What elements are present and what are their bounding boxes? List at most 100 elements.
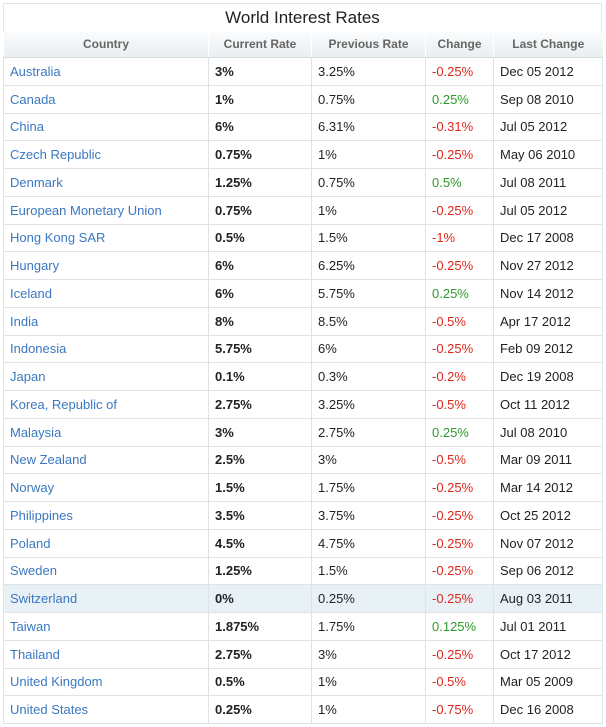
rate-change: 0.5% (425, 168, 494, 197)
rate-change: 0.25% (425, 84, 494, 114)
country-link[interactable]: Australia (3, 57, 209, 86)
country-link[interactable]: Hungary (3, 251, 209, 280)
country-link[interactable]: Canada (3, 84, 209, 114)
last-change-date: Nov 14 2012 (493, 279, 603, 308)
table-row: New Zealand 2.5% 3% -0.5% Mar 09 2011 (3, 445, 603, 475)
country-link[interactable]: Hong Kong SAR (3, 223, 209, 253)
current-rate: 1% (208, 84, 312, 114)
previous-rate: 1.75% (311, 612, 426, 641)
column-header: Country (3, 31, 209, 58)
country-link[interactable]: United States (3, 695, 209, 724)
previous-rate: 0.3% (311, 362, 426, 391)
rate-change: -0.25% (425, 639, 494, 669)
current-rate: 1.25% (208, 168, 312, 197)
current-rate: 6% (208, 251, 312, 280)
previous-rate: 6.31% (311, 112, 426, 142)
last-change-date: Dec 17 2008 (493, 223, 603, 253)
current-rate: 8% (208, 306, 312, 336)
country-link[interactable]: Thailand (3, 639, 209, 669)
rate-change: 0.25% (425, 417, 494, 447)
current-rate: 0.75% (208, 195, 312, 225)
rate-change: -0.31% (425, 112, 494, 142)
last-change-date: Nov 07 2012 (493, 528, 603, 558)
table-body: Australia 3% 3.25% -0.25% Dec 05 2012 Canada 1… (3, 57, 603, 724)
last-change-date: Oct 25 2012 (493, 501, 603, 530)
table-row: Canada 1% 0.75% 0.25% Sep 08 2010 (3, 84, 603, 114)
country-link[interactable]: European Monetary Union (3, 195, 209, 225)
country-link[interactable]: Indonesia (3, 334, 209, 364)
country-link[interactable]: Philippines (3, 501, 209, 530)
rate-change: -0.25% (425, 334, 494, 364)
previous-rate: 3% (311, 639, 426, 669)
last-change-date: Mar 09 2011 (493, 445, 603, 475)
previous-rate: 8.5% (311, 306, 426, 336)
column-header: Current Rate (208, 31, 312, 58)
rate-change: 0.25% (425, 279, 494, 308)
table-row: Thailand 2.75% 3% -0.25% Oct 17 2012 (3, 639, 603, 669)
table-row: United States 0.25% 1% -0.75% Dec 16 2008 (3, 695, 603, 724)
country-link[interactable]: Switzerland (3, 584, 209, 613)
country-link[interactable]: Malaysia (3, 417, 209, 447)
last-change-date: Dec 05 2012 (493, 57, 603, 86)
previous-rate: 5.75% (311, 279, 426, 308)
country-link[interactable]: New Zealand (3, 445, 209, 475)
previous-rate: 0.75% (311, 168, 426, 197)
country-link[interactable]: Iceland (3, 279, 209, 308)
rate-change: -0.5% (425, 390, 494, 419)
table-row: Australia 3% 3.25% -0.25% Dec 05 2012 (3, 57, 603, 86)
country-link[interactable]: Denmark (3, 168, 209, 197)
country-link[interactable]: Poland (3, 528, 209, 558)
previous-rate: 1% (311, 140, 426, 169)
current-rate: 2.75% (208, 390, 312, 419)
rates-table: Country Current Rate Previous Rate Change La… (3, 31, 603, 724)
country-link[interactable]: India (3, 306, 209, 336)
previous-rate: 3.75% (311, 501, 426, 530)
table-row: China 6% 6.31% -0.31% Jul 05 2012 (3, 112, 603, 142)
last-change-date: Jul 05 2012 (493, 112, 603, 142)
last-change-date: Jul 08 2011 (493, 168, 603, 197)
table-row: Philippines 3.5% 3.75% -0.25% Oct 25 2012 (3, 501, 603, 530)
table-row: European Monetary Union 0.75% 1% -0.25% Jul … (3, 195, 603, 225)
country-link[interactable]: Norway (3, 473, 209, 502)
last-change-date: Jul 05 2012 (493, 195, 603, 225)
current-rate: 2.75% (208, 639, 312, 669)
table-row: Denmark 1.25% 0.75% 0.5% Jul 08 2011 (3, 168, 603, 197)
last-change-date: Sep 06 2012 (493, 556, 603, 586)
last-change-date: Apr 17 2012 (493, 306, 603, 336)
previous-rate: 1.5% (311, 223, 426, 253)
country-link[interactable]: Korea, Republic of (3, 390, 209, 419)
country-link[interactable]: Japan (3, 362, 209, 391)
rate-change: -0.25% (425, 528, 494, 558)
rate-change: -0.25% (425, 584, 494, 613)
country-link[interactable]: Czech Republic (3, 140, 209, 169)
current-rate: 1.875% (208, 612, 312, 641)
column-header: Last Change (493, 31, 603, 58)
last-change-date: Feb 09 2012 (493, 334, 603, 364)
table-row: Korea, Republic of 2.75% 3.25% -0.5% Oct 11 … (3, 390, 603, 419)
rates-widget: World Interest Rates Country Current Rate… (3, 3, 603, 724)
rate-change: -0.5% (425, 445, 494, 475)
current-rate: 1.25% (208, 556, 312, 586)
previous-rate: 1% (311, 695, 426, 724)
table-row: India 8% 8.5% -0.5% Apr 17 2012 (3, 306, 603, 336)
last-change-date: Dec 16 2008 (493, 695, 603, 724)
table-row: United Kingdom 0.5% 1% -0.5% Mar 05 2009 (3, 667, 603, 697)
table-row: Iceland 6% 5.75% 0.25% Nov 14 2012 (3, 279, 603, 308)
rate-change: 0.125% (425, 612, 494, 641)
country-link[interactable]: Sweden (3, 556, 209, 586)
previous-rate: 1.75% (311, 473, 426, 502)
previous-rate: 0.25% (311, 584, 426, 613)
rate-change: -0.25% (425, 195, 494, 225)
rate-change: -0.5% (425, 306, 494, 336)
previous-rate: 4.75% (311, 528, 426, 558)
country-link[interactable]: Taiwan (3, 612, 209, 641)
table-row: Norway 1.5% 1.75% -0.25% Mar 14 2012 (3, 473, 603, 502)
rate-change: -0.25% (425, 556, 494, 586)
table-row: Malaysia 3% 2.75% 0.25% Jul 08 2010 (3, 417, 603, 447)
rate-change: -0.25% (425, 473, 494, 502)
country-link[interactable]: United Kingdom (3, 667, 209, 697)
country-link[interactable]: China (3, 112, 209, 142)
previous-rate: 1.5% (311, 556, 426, 586)
previous-rate: 3% (311, 445, 426, 475)
previous-rate: 3.25% (311, 390, 426, 419)
